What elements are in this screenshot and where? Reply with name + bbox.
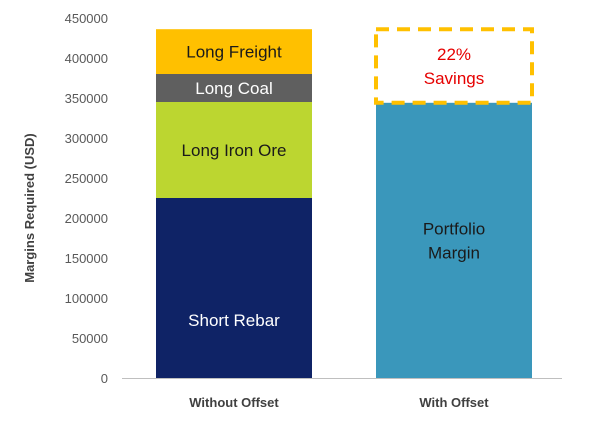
segment-label: Long Coal bbox=[195, 79, 273, 98]
y-tick-label: 100000 bbox=[65, 291, 108, 306]
segment-label: Short Rebar bbox=[188, 311, 280, 330]
savings-label: Savings bbox=[424, 69, 484, 88]
savings-annotation: 22% Savings bbox=[374, 27, 534, 105]
savings-box bbox=[374, 27, 534, 105]
y-tick-label: 400000 bbox=[65, 51, 108, 66]
y-tick-label: 250000 bbox=[65, 171, 108, 186]
segment-label: Long Freight bbox=[186, 43, 282, 62]
segment-label: Portfolio bbox=[423, 219, 485, 238]
x-category-label: Without Offset bbox=[189, 395, 279, 410]
y-tick-label: 450000 bbox=[65, 11, 108, 26]
y-tick-label: 150000 bbox=[65, 251, 108, 266]
bars: Short Rebar Long Iron Ore Long Coal Long Fr… bbox=[156, 29, 532, 379]
y-tick-label: 350000 bbox=[65, 91, 108, 106]
y-axis-ticks: 0 50000 100000 150000 200000 250000 300000 3500… bbox=[65, 11, 108, 386]
segment-label: Margin bbox=[428, 243, 480, 262]
segment-label: Long Iron Ore bbox=[182, 141, 287, 160]
y-tick-label: 50000 bbox=[72, 331, 108, 346]
y-axis-label: Margins Required (USD) bbox=[22, 133, 37, 283]
x-axis-categories: Without Offset With Offset bbox=[189, 395, 489, 410]
x-category-label: With Offset bbox=[419, 395, 489, 410]
bar-segment bbox=[376, 102, 532, 379]
bar-segment bbox=[156, 102, 312, 198]
bar-segment bbox=[156, 198, 312, 378]
bar-segment bbox=[156, 29, 312, 74]
y-tick-label: 300000 bbox=[65, 131, 108, 146]
y-tick-label: 200000 bbox=[65, 211, 108, 226]
savings-label: 22% bbox=[437, 45, 471, 64]
bar-segment bbox=[156, 74, 312, 102]
y-tick-label: 0 bbox=[101, 371, 108, 386]
